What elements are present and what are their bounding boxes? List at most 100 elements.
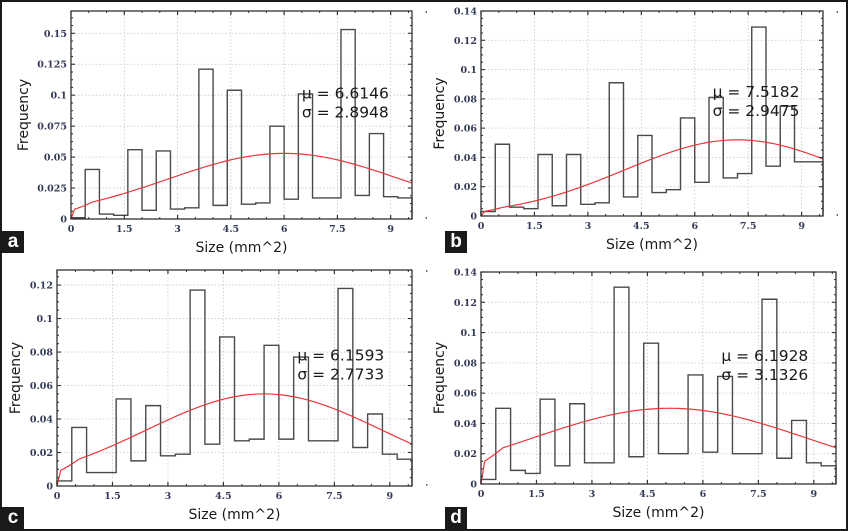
x-tick-label: 3 xyxy=(174,224,181,235)
histogram-bar xyxy=(809,162,823,216)
histogram xyxy=(70,28,413,219)
histogram-bar xyxy=(284,199,298,219)
histogram-bar xyxy=(624,197,638,216)
histogram-outline xyxy=(480,286,837,484)
x-tick-label: 7.5 xyxy=(750,489,767,500)
std-annotation: σ = 2.7733 xyxy=(297,366,384,384)
histogram-bar xyxy=(595,203,609,216)
panel-label-d: d xyxy=(445,507,467,529)
histogram xyxy=(56,287,413,486)
histogram-bar xyxy=(524,209,538,216)
x-tick-label: 1.5 xyxy=(526,221,543,232)
y-tick-label: 0.04 xyxy=(454,419,478,430)
std-annotation: σ = 2.8948 xyxy=(302,103,389,121)
x-tick-label: 6 xyxy=(691,221,698,232)
histogram-bar xyxy=(723,178,737,216)
histogram-bar xyxy=(718,376,733,484)
panel-label-b: b xyxy=(445,231,467,253)
histogram-bar xyxy=(792,420,807,484)
x-tick-label: 4.5 xyxy=(639,489,656,500)
y-tick-label: 0.02 xyxy=(30,448,53,459)
histogram-bar xyxy=(695,182,709,216)
histogram-bar xyxy=(199,69,213,219)
panel-label-c: c xyxy=(2,507,24,529)
x-tick-label: 0 xyxy=(478,489,485,500)
histogram-bar xyxy=(85,169,99,219)
histogram-bar xyxy=(614,287,629,484)
plot-frame xyxy=(56,269,413,487)
y-tick-label: 0.1 xyxy=(460,65,477,76)
histogram-bar xyxy=(235,441,250,486)
ticks xyxy=(56,270,428,487)
histogram-bar xyxy=(599,463,614,484)
fit-curve xyxy=(56,393,413,487)
histogram-outline xyxy=(70,28,413,219)
y-tick-label: 0.05 xyxy=(44,153,67,164)
x-tick-label: 3 xyxy=(585,221,592,232)
histogram-bar xyxy=(666,190,680,216)
x-tick-label: 4.5 xyxy=(215,491,232,502)
histogram-bar xyxy=(327,198,341,219)
histogram-bar xyxy=(242,204,256,219)
histogram-bar xyxy=(540,399,555,484)
y-tick-label: 0.04 xyxy=(30,415,54,426)
mean-annotation: μ = 7.5182 xyxy=(713,83,800,101)
histogram-bar xyxy=(570,404,585,484)
x-tick-label: 6 xyxy=(700,489,707,500)
x-tick-label: 4.5 xyxy=(223,224,240,235)
std-annotation: σ = 2.9475 xyxy=(713,102,800,120)
y-axis-title: Frequency xyxy=(8,342,24,414)
histogram-bar xyxy=(185,208,199,219)
y-tick-label: 0.06 xyxy=(454,124,478,135)
histogram-bar xyxy=(777,458,792,484)
y-tick-label: 0.075 xyxy=(37,122,67,133)
histogram-bar xyxy=(142,210,156,219)
x-tick-label: 7.5 xyxy=(740,221,757,232)
x-tick-label: 1.5 xyxy=(104,491,121,502)
y-tick-label: 0 xyxy=(470,480,477,491)
y-axis-title: Frequency xyxy=(16,79,32,151)
y-tick-label: 0.08 xyxy=(454,358,478,369)
histogram-bar xyxy=(780,106,794,216)
histogram-bar xyxy=(369,134,383,219)
histogram-bar xyxy=(213,205,227,219)
histogram-bar xyxy=(738,174,752,216)
histogram-bar xyxy=(732,454,747,484)
x-tick-label: 4.5 xyxy=(633,221,650,232)
histogram-bar xyxy=(279,439,294,486)
x-tick-label: 9 xyxy=(387,224,394,235)
x-tick-label: 3 xyxy=(165,491,172,502)
x-axis-title: Size (mm^2) xyxy=(606,237,698,253)
histogram-bar xyxy=(609,83,623,216)
y-tick-label: 0.12 xyxy=(30,281,53,292)
histogram-bar xyxy=(270,126,284,219)
histogram-bar xyxy=(256,203,270,219)
mean-annotation: μ = 6.1928 xyxy=(721,347,808,365)
y-tick-label: 0.12 xyxy=(454,298,477,309)
histogram-bar xyxy=(313,198,327,219)
chart-c: 0 1.5 3 4.5 6 7.5 9 0 0.02 0.04 0.06 0.08 0.1 0.12 Siz… xyxy=(8,269,428,523)
y-tick-label: 0.025 xyxy=(37,184,67,195)
x-axis-title: Size (mm^2) xyxy=(195,240,287,256)
y-tick-label: 0 xyxy=(60,215,67,226)
y-tick-label: 0.08 xyxy=(30,348,54,359)
y-axis-title: Frequency xyxy=(432,77,448,149)
x-tick-label: 0 xyxy=(68,224,75,235)
x-tick-label: 6 xyxy=(281,224,288,235)
x-axis-title: Size (mm^2) xyxy=(612,505,704,521)
y-tick-label: 0.06 xyxy=(30,381,54,392)
histogram-bar xyxy=(638,135,652,216)
histogram-bar xyxy=(629,457,644,484)
histogram-bar xyxy=(747,454,762,484)
histogram xyxy=(480,286,837,484)
y-tick-label: 0.02 xyxy=(454,449,477,460)
mean-annotation: μ = 6.6146 xyxy=(302,84,389,102)
panel-b: 0 1.5 3 4.5 6 7.5 9 0 0.02 0.04 0.06 0.08 0.1 0.12 0.1… xyxy=(424,0,848,265)
panel-d: 0 1.5 3 4.5 6 7.5 9 0 0.02 0.04 0.06 0.08 0.1 0.12 0.1… xyxy=(424,265,848,531)
histogram-bar xyxy=(57,481,72,486)
histogram-bar xyxy=(567,155,581,217)
histogram-outline xyxy=(480,26,824,216)
fit-curve xyxy=(70,152,413,220)
histogram-bar xyxy=(762,299,777,484)
